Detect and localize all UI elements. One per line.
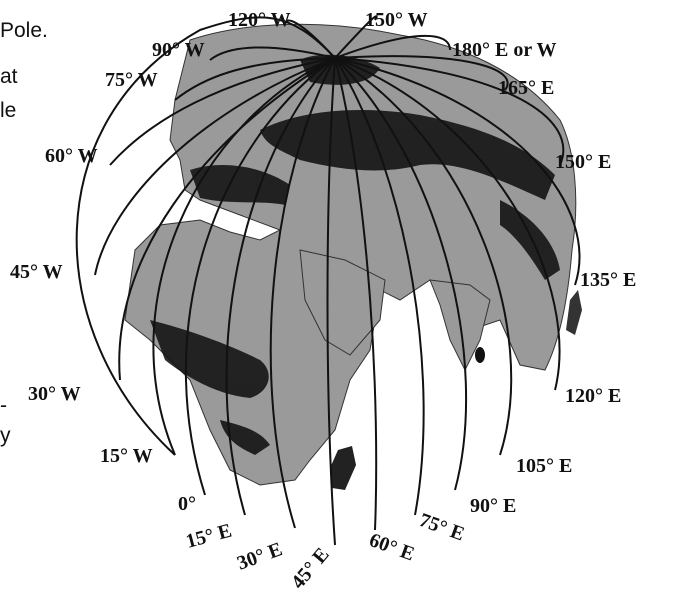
vegetation-east-africa bbox=[220, 420, 270, 455]
label-75w: 75° W bbox=[105, 69, 158, 91]
vegetation-far-east bbox=[500, 200, 560, 280]
meridian-0 bbox=[185, 57, 336, 496]
meridian-120w bbox=[284, 19, 336, 59]
landmass-madagascar bbox=[330, 446, 356, 490]
meridian-135e bbox=[334, 57, 581, 286]
meridian-30e bbox=[269, 57, 336, 529]
meridian-lines bbox=[75, 15, 581, 546]
landmass-sri-lanka bbox=[475, 347, 485, 363]
caption-fragment-le: le bbox=[0, 99, 17, 122]
label-105e: 105° E bbox=[516, 455, 572, 477]
label-45w: 45° W bbox=[10, 261, 63, 283]
meridian-150e bbox=[334, 57, 565, 166]
meridian-60e bbox=[334, 57, 378, 531]
label-45e: 45° E bbox=[287, 544, 334, 591]
meridian-120e bbox=[334, 57, 561, 391]
meridian-15e bbox=[225, 57, 336, 516]
vegetation-central-africa bbox=[150, 320, 269, 398]
vegetation-north-pole-cap bbox=[300, 54, 380, 85]
label-60w: 60° W bbox=[45, 145, 98, 167]
meridian-180 bbox=[334, 34, 451, 59]
caption-fragment-dash: - bbox=[0, 394, 7, 417]
label-0: 0° bbox=[178, 493, 196, 515]
meridian-165e bbox=[334, 55, 509, 91]
label-135e: 135° E bbox=[580, 269, 636, 291]
meridian-15w bbox=[152, 57, 336, 456]
caption-fragment-pole: Pole. bbox=[0, 19, 48, 42]
label-150e: 150° E bbox=[555, 151, 611, 173]
label-180: 180° E or W bbox=[452, 39, 557, 61]
label-15e: 15° E bbox=[184, 520, 234, 553]
meridian-60w bbox=[109, 57, 336, 166]
label-150w: 150° W bbox=[365, 9, 428, 31]
caption-fragment-y: y bbox=[0, 424, 11, 447]
label-75e: 75° E bbox=[416, 509, 467, 546]
meridian-45w bbox=[94, 57, 336, 276]
label-30e: 30° E bbox=[234, 538, 285, 575]
meridian-45e bbox=[326, 57, 336, 546]
meridian-90w bbox=[209, 46, 336, 61]
globe-outline bbox=[75, 16, 336, 456]
meridian-150w bbox=[334, 15, 378, 59]
meridian-90e bbox=[334, 57, 468, 491]
meridian-75e bbox=[334, 57, 425, 516]
meridian-105e bbox=[334, 57, 513, 456]
label-90w: 90° W bbox=[152, 39, 205, 61]
landmass-arabia bbox=[299, 249, 386, 356]
vegetation-cover bbox=[150, 54, 560, 455]
meridian-75w bbox=[174, 57, 336, 101]
landmass-japan bbox=[566, 290, 582, 335]
label-60e: 60° E bbox=[366, 529, 417, 566]
caption-fragment-at: at bbox=[0, 65, 18, 88]
label-120e: 120° E bbox=[565, 385, 621, 407]
label-90e: 90° E bbox=[470, 495, 516, 517]
label-165e: 165° E bbox=[498, 77, 554, 99]
label-15w: 15° W bbox=[100, 445, 153, 467]
label-30w: 30° W bbox=[28, 383, 81, 405]
label-120w: 120° W bbox=[228, 9, 291, 31]
meridian-30w bbox=[118, 57, 336, 381]
vegetation-siberia bbox=[260, 110, 555, 200]
